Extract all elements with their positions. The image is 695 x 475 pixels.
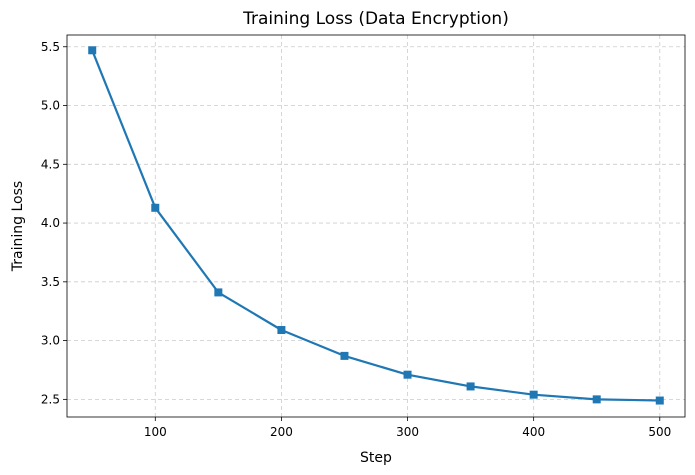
- x-tick-label: 200: [270, 425, 293, 439]
- y-tick-label: 4.5: [41, 157, 60, 171]
- x-tick-label: 100: [144, 425, 167, 439]
- data-point: [592, 395, 601, 404]
- series-line: [91, 49, 660, 402]
- data-point: [403, 370, 412, 379]
- x-tick-label: 500: [648, 425, 671, 439]
- y-tick-label: 4.0: [41, 216, 60, 230]
- x-tick-label: 300: [396, 425, 419, 439]
- y-tick-label: 5.5: [41, 40, 60, 54]
- plot-frame: [66, 34, 686, 418]
- data-point: [466, 382, 475, 391]
- data-point: [340, 351, 349, 360]
- data-point: [655, 396, 664, 405]
- series-training-loss: [88, 46, 664, 405]
- data-point: [214, 288, 223, 297]
- data-point: [88, 46, 97, 55]
- x-axis-label: Step: [360, 450, 392, 466]
- data-point: [277, 326, 286, 335]
- y-tick-label: 2.5: [41, 392, 60, 406]
- data-point: [151, 203, 160, 212]
- y-tick-label: 5.0: [41, 99, 60, 113]
- axis-ticks: 100 200 300 400 500 2.5 3.0 3.5 4.0 4.5 5.0 5.5: [41, 40, 671, 439]
- chart-title: Training Loss (Data Encryption): [242, 9, 509, 29]
- data-point: [529, 390, 538, 399]
- x-tick-label: 400: [522, 425, 545, 439]
- grid-lines: [67, 35, 685, 417]
- y-tick-label: 3.0: [41, 334, 60, 348]
- y-axis-label: Training Loss: [10, 181, 26, 272]
- y-tick-label: 3.5: [41, 275, 60, 289]
